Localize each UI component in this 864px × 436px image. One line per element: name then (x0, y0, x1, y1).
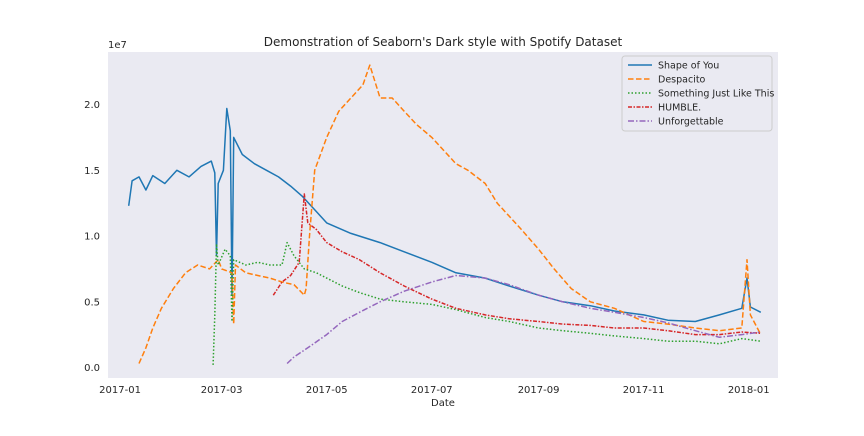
x-tick-label: 2017-05 (306, 385, 348, 396)
y-tick-label: 0.0 (84, 363, 100, 374)
x-axis-ticks: 2017-01 2017-03 2017-05 2017-07 2017-09 2017-… (99, 385, 769, 396)
series-line (138, 64, 762, 364)
legend-label: Shape of You (658, 61, 719, 72)
series-line (127, 107, 762, 323)
chart-title: Demonstration of Seaborn's Dark style wi… (264, 35, 623, 49)
x-tick-label: 2017-11 (623, 385, 665, 396)
y-tick-label: 1.0 (84, 232, 100, 243)
legend-box (621, 55, 773, 132)
series-line (272, 193, 761, 336)
series-line (286, 274, 761, 365)
x-tick-label: 2017-01 (99, 385, 141, 396)
x-tick-label: 2017-03 (201, 385, 243, 396)
series-lines (127, 64, 762, 365)
y-tick-label: 2.0 (84, 100, 100, 111)
legend-label: Unforgettable (658, 117, 724, 128)
x-tick-label: 2018-01 (728, 385, 770, 396)
x-tick-label: 2017-07 (411, 385, 453, 396)
x-axis-label: Date (431, 398, 455, 409)
legend-label: HUMBLE. (658, 103, 701, 114)
legend: Shape of You Despacito Something Just Like… (621, 55, 774, 132)
y-offset-label: 1e7 (108, 40, 127, 51)
legend-label: Something Just Like This (658, 89, 774, 100)
y-axis-ticks: 0.0 0.5 1.0 1.5 2.0 (84, 100, 100, 374)
legend-label: Despacito (658, 75, 706, 86)
y-tick-label: 1.5 (84, 166, 100, 177)
x-tick-label: 2017-09 (518, 385, 560, 396)
y-tick-label: 0.5 (84, 297, 100, 308)
series-line (212, 241, 761, 365)
